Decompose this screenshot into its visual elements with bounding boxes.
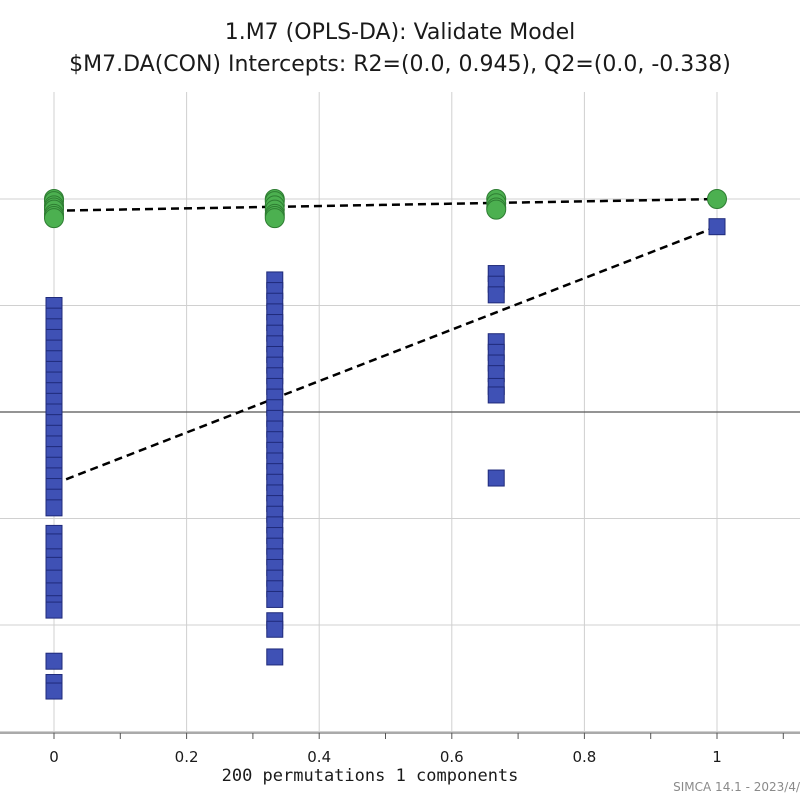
- x-tick-label: 0.4: [307, 748, 331, 766]
- chart-title: 1.M7 (OPLS-DA): Validate Model: [224, 20, 576, 45]
- x-tick-label: 1: [712, 748, 722, 766]
- chart-subtitle: $M7.DA(CON) Intercepts: R2=(0.0, 0.945),…: [69, 52, 731, 77]
- q2-point: [45, 533, 63, 551]
- q2-point: [708, 218, 726, 236]
- r2-regression-line: [53, 197, 718, 212]
- q2-point: [266, 620, 284, 638]
- x-tick-label: 0.8: [572, 748, 596, 766]
- q2-point: [45, 652, 63, 670]
- q2-point: [266, 648, 284, 666]
- r2-point: [44, 208, 64, 229]
- x-tick-label: 0.2: [175, 748, 199, 766]
- q2-point: [45, 499, 63, 517]
- r2-point: [707, 189, 727, 209]
- q2-regression-line: [53, 225, 718, 486]
- q2-point: [45, 682, 63, 700]
- r2-point: [264, 208, 285, 229]
- q2-point: [487, 386, 505, 404]
- x-tick-label: 0: [49, 748, 59, 766]
- q2-point: [45, 601, 63, 619]
- x-axis-label: 200 permutations 1 components: [221, 766, 519, 786]
- software-footer: SIMCA 14.1 - 2023/4/: [673, 780, 800, 794]
- x-tick-label: 0.6: [440, 748, 464, 766]
- q2-point: [487, 469, 505, 487]
- q2-point: [487, 286, 505, 304]
- r2-point: [486, 199, 507, 220]
- q2-point: [266, 590, 284, 608]
